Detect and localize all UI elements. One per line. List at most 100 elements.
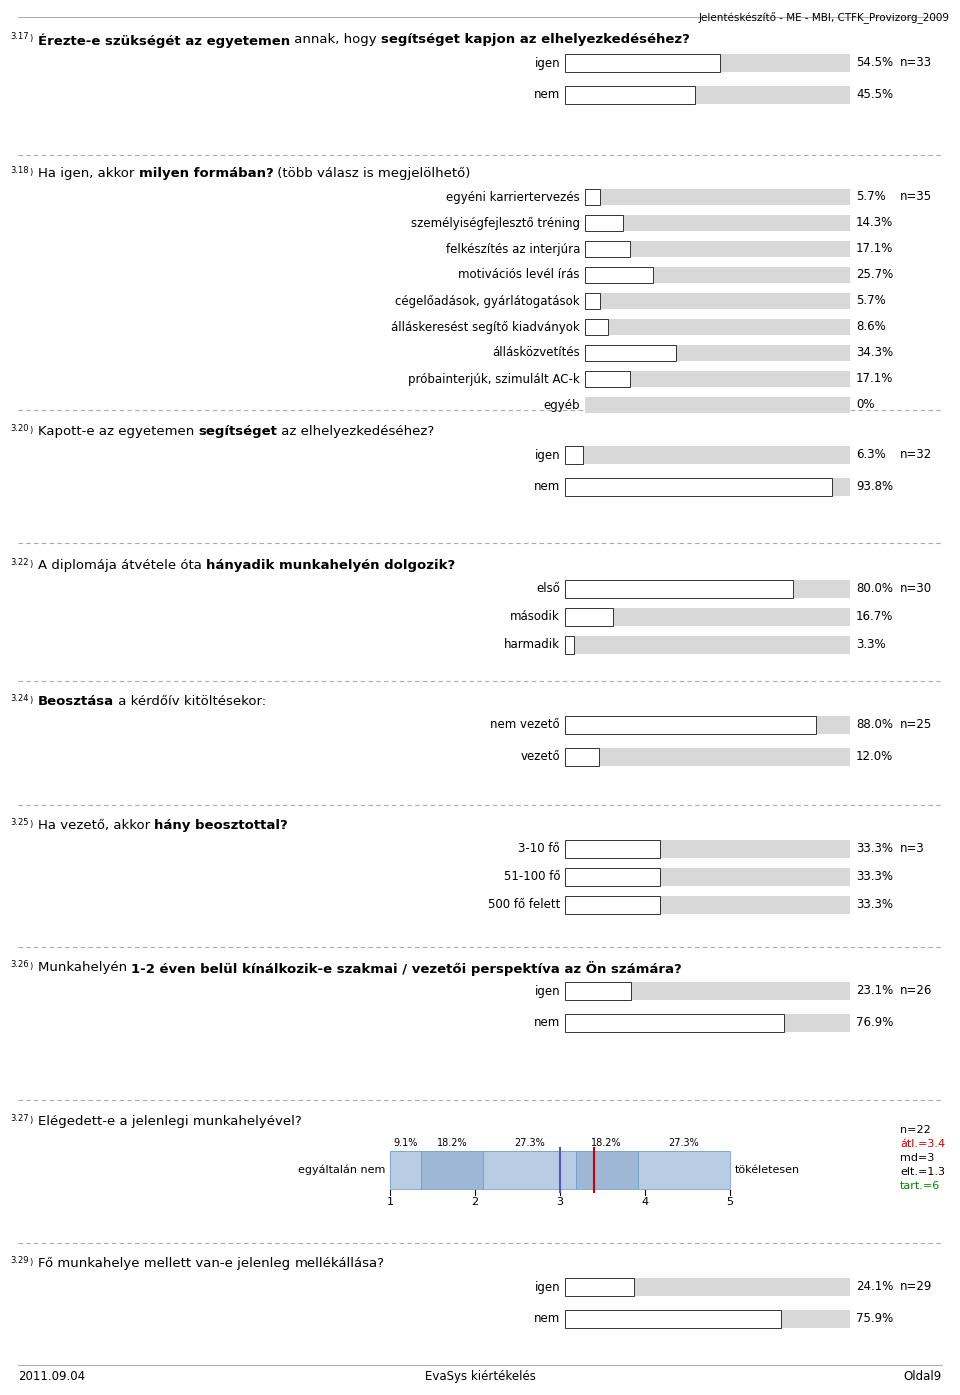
Bar [565, 896, 660, 914]
Bar [565, 1014, 850, 1032]
Bar [565, 608, 850, 626]
Bar [565, 1014, 784, 1032]
Text: n=29: n=29 [900, 1281, 932, 1293]
Text: felkészítés az interjúra: felkészítés az interjúra [445, 243, 580, 255]
Bar [565, 716, 816, 734]
Text: igen: igen [535, 449, 560, 462]
Text: Munkahelyén: Munkahelyén [38, 961, 132, 974]
Text: ): ) [29, 1116, 33, 1124]
Bar [565, 868, 660, 886]
Text: 14.3%: 14.3% [856, 216, 893, 230]
Text: 6.3%: 6.3% [856, 449, 886, 462]
Text: motivációs levél írás: motivációs levél írás [459, 268, 580, 282]
Text: nem: nem [534, 480, 560, 494]
Text: Fő munkahelye mellett van-e jelenleg: Fő munkahelye mellett van-e jelenleg [38, 1257, 295, 1271]
Text: Jelentéskészítő - ME - MBI, CTFK_Provizorg_2009: Jelentéskészítő - ME - MBI, CTFK_Provizo… [699, 13, 950, 24]
Text: 3.27: 3.27 [10, 1115, 29, 1123]
Text: ): ) [29, 425, 33, 435]
Text: 27.3%: 27.3% [514, 1138, 544, 1148]
Text: n=3: n=3 [900, 843, 924, 855]
Text: 17.1%: 17.1% [856, 372, 894, 385]
Text: igen: igen [535, 985, 560, 997]
Text: hány beosztottal?: hány beosztottal? [155, 819, 288, 831]
Bar [565, 868, 850, 886]
Bar [565, 982, 850, 1000]
Text: állásközvetítés: állásközvetítés [492, 346, 580, 360]
Text: elt.=1.3: elt.=1.3 [900, 1168, 945, 1177]
Text: n=30: n=30 [900, 583, 932, 596]
Text: hányadik munkahelyén dolgozik?: hányadik munkahelyén dolgozik? [206, 559, 455, 572]
Text: 0%: 0% [856, 399, 875, 412]
Text: 9.1%: 9.1% [394, 1138, 418, 1148]
Text: 3.18: 3.18 [10, 166, 29, 174]
Bar [565, 982, 631, 1000]
Text: álláskeresést segítő kiadványok: álláskeresést segítő kiadványok [392, 321, 580, 333]
Text: 500 fő felett: 500 fő felett [488, 898, 560, 911]
Text: n=35: n=35 [900, 191, 932, 204]
Text: ): ) [29, 696, 33, 704]
Text: vezető: vezető [520, 751, 560, 763]
Text: első: első [536, 583, 560, 596]
Text: 34.3%: 34.3% [856, 346, 893, 360]
Text: 33.3%: 33.3% [856, 870, 893, 883]
Bar [565, 54, 850, 73]
Text: 1-2 éven belül kínálkozik-e szakmai / vezetői perspektíva az Ön számára?: 1-2 éven belül kínálkozik-e szakmai / ve… [132, 961, 683, 976]
Text: ): ) [29, 820, 33, 829]
Bar [576, 1151, 637, 1189]
Text: 3.20: 3.20 [10, 424, 29, 432]
Text: EvaSys kiértékelés: EvaSys kiértékelés [424, 1370, 536, 1382]
Bar [585, 241, 631, 257]
Text: mellékállása?: mellékállása? [295, 1257, 384, 1269]
Text: 45.5%: 45.5% [856, 88, 893, 102]
Text: Ha igen, akkor: Ha igen, akkor [38, 167, 138, 180]
Text: 3.25: 3.25 [10, 817, 29, 827]
Text: annak, hogy: annak, hogy [290, 33, 381, 46]
Text: nem: nem [534, 1017, 560, 1030]
Bar [585, 293, 600, 310]
Text: 23.1%: 23.1% [856, 985, 893, 997]
Text: ): ) [29, 33, 33, 43]
Text: 51-100 fő: 51-100 fő [503, 870, 560, 883]
Text: Oldal9: Oldal9 [903, 1370, 942, 1382]
Text: ): ) [29, 167, 33, 177]
Bar [565, 748, 850, 766]
Text: 93.8%: 93.8% [856, 480, 893, 494]
Text: n=25: n=25 [900, 718, 932, 731]
Text: 3.26: 3.26 [10, 960, 29, 970]
Bar [565, 748, 599, 766]
Text: igen: igen [535, 57, 560, 70]
Text: cégelőadások, gyárlátogatások: cégelőadások, gyárlátogatások [396, 294, 580, 307]
Text: md=3: md=3 [900, 1154, 934, 1163]
Text: nem vezető: nem vezető [491, 718, 560, 731]
Text: tökéletesen: tökéletesen [735, 1165, 800, 1175]
Text: nem: nem [534, 88, 560, 102]
Text: segítséget: segítséget [199, 425, 277, 438]
Text: nem: nem [534, 1313, 560, 1325]
Text: 33.3%: 33.3% [856, 898, 893, 911]
Text: 8.6%: 8.6% [856, 321, 886, 333]
Text: 76.9%: 76.9% [856, 1017, 894, 1030]
Bar [565, 1278, 634, 1296]
Text: 1: 1 [387, 1197, 394, 1207]
Text: 17.1%: 17.1% [856, 243, 894, 255]
Bar [585, 215, 623, 232]
Text: 3: 3 [557, 1197, 564, 1207]
Bar [585, 345, 676, 361]
Text: személyiségfejlesztő tréning: személyiségfejlesztő tréning [411, 216, 580, 230]
Text: 18.2%: 18.2% [437, 1138, 468, 1148]
Text: 4: 4 [641, 1197, 649, 1207]
Bar [565, 716, 850, 734]
Bar [565, 446, 850, 465]
Text: Kapott-e az egyetemen: Kapott-e az egyetemen [38, 425, 199, 438]
Bar [585, 215, 850, 232]
Bar [585, 188, 850, 205]
Text: 27.3%: 27.3% [668, 1138, 699, 1148]
Bar [565, 1278, 850, 1296]
Text: harmadik: harmadik [504, 639, 560, 651]
Text: 2: 2 [471, 1197, 479, 1207]
Bar [585, 293, 850, 310]
Bar [585, 266, 653, 283]
Text: 3.17: 3.17 [10, 32, 29, 40]
Text: n=22: n=22 [900, 1124, 931, 1136]
Text: egyéb: egyéb [543, 399, 580, 412]
